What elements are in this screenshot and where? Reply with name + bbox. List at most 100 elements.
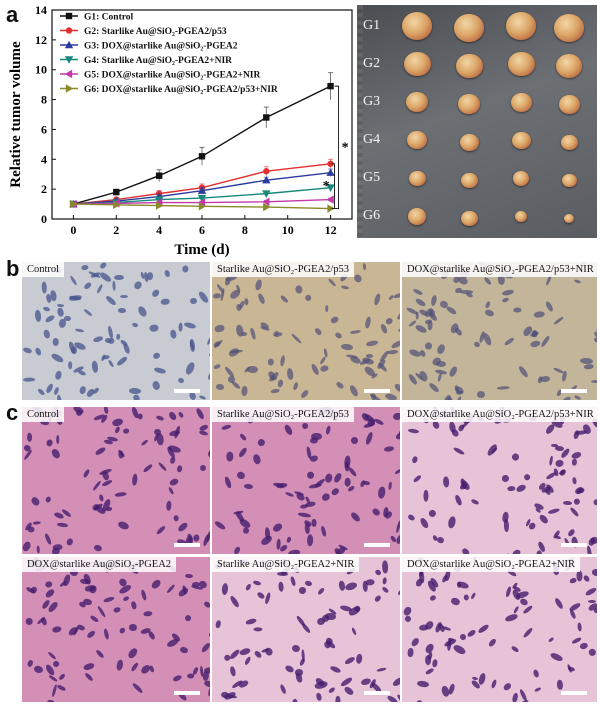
data-point (262, 197, 270, 207)
data-point (327, 160, 334, 167)
he-micrograph-6: DOX@starlike Au@SiO₂-PGEA2+NIR (402, 557, 597, 702)
tumor-specimen (408, 170, 426, 187)
x-tick-label: 8 (242, 223, 248, 237)
tumor-specimen (510, 92, 532, 112)
y-tick-label: 0 (41, 212, 47, 226)
tumor-specimen (556, 54, 582, 78)
tumor-specimen (408, 208, 426, 225)
ihc-micrograph-2: Starlike Au@SiO₂-PGEA2/p53 (212, 262, 400, 400)
scale-bar (364, 543, 390, 547)
he-micrograph-4: DOX@starlike Au@SiO₂-PGEA2 (22, 557, 210, 702)
data-point (263, 114, 270, 121)
data-point (327, 82, 334, 90)
micrograph-title: Starlike Au@SiO₂-PGEA2+NIR (212, 557, 360, 572)
legend-entry: G4: Starlike Au@SiO₂-PGEA2+NIR (84, 56, 232, 66)
y-tick-label: 2 (41, 182, 47, 196)
series-line (73, 198, 331, 205)
data-point (198, 153, 206, 160)
ruler-scale (357, 5, 363, 238)
y-tick-label: 8 (41, 93, 47, 107)
tumor-specimen (402, 12, 432, 40)
series-line (73, 172, 331, 205)
y-tick-label: 14 (35, 3, 47, 17)
group-label: G2 (363, 56, 381, 71)
tumor-specimen (454, 14, 484, 42)
scale-bar (561, 389, 587, 393)
data-point (262, 175, 271, 184)
tumor-volume-chart: 0 2 4 6 8 10 12 0 2 4 6 8 10 12 14 Time (d) Relative tum… (8, 3, 353, 258)
data-point (113, 188, 120, 196)
he-micrograph-2: Starlike Au@SiO₂-PGEA2/p53 (212, 407, 400, 554)
tumor-specimen (406, 92, 428, 113)
tumor-specimen (560, 134, 578, 151)
data-point (155, 201, 164, 210)
data-point (326, 195, 334, 204)
data-point (263, 202, 271, 212)
tumor-specimen (458, 94, 480, 115)
tumor-specimen (515, 211, 527, 223)
x-axis-label: Time (d) (174, 242, 229, 258)
x-tick-label: 6 (199, 223, 205, 237)
significance-bracket (334, 85, 340, 210)
data-point (262, 190, 271, 198)
y-tick-label: 6 (41, 122, 47, 136)
scale-bar (174, 389, 200, 393)
y-tick-label: 4 (41, 152, 47, 166)
micrograph-title: DOX@starlike Au@SiO₂-PGEA2/p53+NIR (402, 262, 597, 277)
micrograph-title: DOX@starlike Au@SiO₂-PGEA2/p53+NIR (402, 407, 597, 422)
x-tick-label: 10 (282, 223, 294, 237)
data-point (263, 168, 270, 175)
data-point (65, 84, 74, 93)
tumor-specimen (460, 172, 478, 189)
scale-bar (561, 543, 587, 547)
tumor-specimen (511, 131, 531, 149)
tumor-specimen (564, 214, 574, 224)
tumor-photo: G1 G2 G3 G4 G5 G6 (357, 5, 597, 238)
series-line (73, 203, 331, 210)
he-micrograph-5: Starlike Au@SiO₂-PGEA2+NIR (212, 557, 400, 702)
data-point (154, 196, 164, 204)
scale-bar (364, 691, 390, 695)
tumor-specimen (407, 131, 427, 150)
group-label: G4 (363, 132, 381, 147)
significance-star: * (323, 179, 330, 194)
tumor-specimen (554, 14, 584, 42)
group-label: G3 (363, 94, 381, 109)
data-point (198, 202, 207, 211)
micrograph-title: Starlike Au@SiO₂-PGEA2/p53 (212, 262, 355, 277)
scale-bar (174, 543, 200, 547)
tumor-specimen (506, 12, 536, 40)
tumor-specimen (460, 210, 478, 227)
x-tick-label: 0 (70, 223, 76, 237)
data-point (326, 168, 335, 176)
scale-bar (561, 691, 587, 695)
data-point (197, 186, 207, 194)
legend-entry: G1: Control (84, 13, 134, 23)
ihc-micrograph-3: DOX@starlike Au@SiO₂-PGEA2/p53+NIR (402, 262, 597, 400)
data-point (113, 200, 121, 210)
tumor-specimen (561, 173, 577, 188)
group-label: G6 (363, 208, 381, 223)
scale-bar (174, 691, 200, 695)
micrograph-title: Control (22, 407, 65, 422)
panel-label-b: b (6, 256, 20, 281)
y-axis-label: Relative tumor volume (8, 41, 24, 188)
tumor-specimen (513, 171, 529, 186)
data-point (327, 204, 335, 213)
tumor-specimen (459, 133, 479, 151)
he-micrograph-1: Control (22, 407, 210, 554)
micrograph-title: Control (22, 262, 65, 277)
y-tick-label: 12 (35, 33, 47, 47)
series-line (73, 163, 331, 205)
legend-entry: G3: DOX@starlike Au@SiO₂-PGEA2 (84, 42, 238, 52)
panel-label-c: c (6, 400, 19, 425)
tumor-specimen (455, 53, 483, 79)
panel-label-a: a (6, 2, 19, 27)
data-point (197, 198, 206, 207)
data-point (65, 12, 73, 20)
group-label: G5 (363, 170, 381, 185)
data-point (64, 69, 73, 79)
x-tick-label: 4 (156, 223, 162, 237)
group-label: G1 (363, 18, 381, 33)
micrograph-title: DOX@starlike Au@SiO₂-PGEA2+NIR (402, 557, 581, 572)
